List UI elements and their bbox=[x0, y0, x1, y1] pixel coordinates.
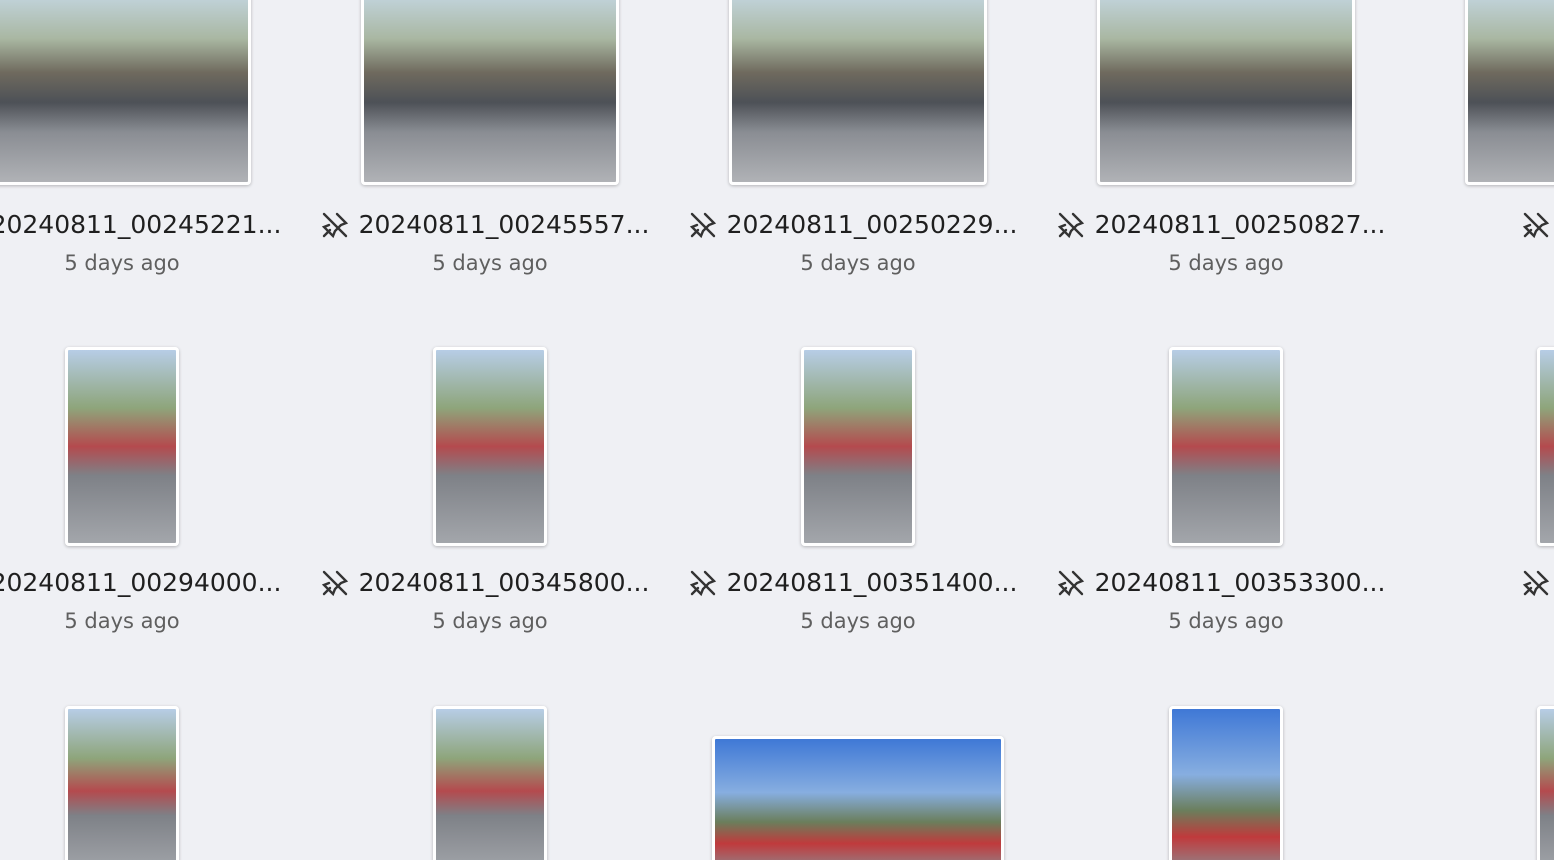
file-name[interactable]: 20240811_00245557... bbox=[305, 210, 665, 239]
pin-off-icon bbox=[321, 212, 348, 238]
file-name[interactable]: 202408 bbox=[1409, 568, 1554, 597]
file-name-text: 20240811_00250827... bbox=[1094, 210, 1386, 239]
thumbnail[interactable] bbox=[1097, 0, 1355, 185]
thumbnail[interactable] bbox=[1169, 706, 1283, 860]
thumbnail[interactable] bbox=[729, 0, 987, 185]
file-name-text: 20240811_00250229... bbox=[726, 210, 1018, 239]
file-name-text: 20240811_00351400... bbox=[726, 568, 1018, 597]
file-name-text: 20240811_00245557... bbox=[358, 210, 650, 239]
thumbnail[interactable] bbox=[65, 706, 179, 860]
pin-off-icon bbox=[1523, 570, 1550, 596]
thumbnail[interactable] bbox=[361, 0, 619, 185]
thumbnail[interactable] bbox=[433, 347, 547, 546]
pin-off-icon bbox=[1057, 570, 1084, 596]
file-date: 5 days ago bbox=[1168, 251, 1284, 275]
thumbnail[interactable] bbox=[801, 347, 915, 546]
thumbnail[interactable] bbox=[1537, 706, 1554, 860]
file-name-text: 20240811_00245221... bbox=[0, 210, 282, 239]
file-name-text: 20240811_00353300... bbox=[1094, 568, 1386, 597]
file-date: 5 days ago bbox=[64, 251, 180, 275]
file-name[interactable]: 20240811_00345800... bbox=[305, 568, 665, 597]
file-date: 5 bbox=[1414, 609, 1554, 633]
pin-off-icon bbox=[689, 570, 716, 596]
file-name[interactable]: 20240811_00351400... bbox=[673, 568, 1033, 597]
file-date: 5 days ago bbox=[800, 609, 916, 633]
thumbnail[interactable] bbox=[0, 0, 251, 185]
file-name-text: 20240811_00294000... bbox=[0, 568, 282, 597]
thumbnail[interactable] bbox=[1169, 347, 1283, 546]
thumbnail[interactable] bbox=[65, 347, 179, 546]
thumbnail[interactable] bbox=[433, 706, 547, 860]
thumbnail[interactable] bbox=[1537, 347, 1554, 546]
pin-off-icon bbox=[1523, 212, 1550, 238]
file-date: 5 days ago bbox=[432, 251, 548, 275]
pin-off-icon bbox=[689, 212, 716, 238]
file-name[interactable]: 20240811_00250229... bbox=[673, 210, 1033, 239]
file-name[interactable]: 20240811_00294000... bbox=[0, 568, 297, 597]
file-date: 5 days ago bbox=[1168, 609, 1284, 633]
file-name[interactable]: 202408 bbox=[1409, 210, 1554, 239]
file-date: 5 days ago bbox=[432, 609, 548, 633]
pin-off-icon bbox=[321, 570, 348, 596]
thumbnail[interactable] bbox=[712, 736, 1004, 860]
file-name-text: 20240811_00345800... bbox=[358, 568, 650, 597]
pin-off-icon bbox=[1057, 212, 1084, 238]
file-date: 5 bbox=[1414, 251, 1554, 275]
file-date: 5 days ago bbox=[800, 251, 916, 275]
thumbnail[interactable] bbox=[1465, 0, 1554, 185]
file-name[interactable]: 20240811_00353300... bbox=[1041, 568, 1401, 597]
file-name[interactable]: 20240811_00250827... bbox=[1041, 210, 1401, 239]
file-name[interactable]: 20240811_00245221... bbox=[0, 210, 297, 239]
file-date: 5 days ago bbox=[64, 609, 180, 633]
